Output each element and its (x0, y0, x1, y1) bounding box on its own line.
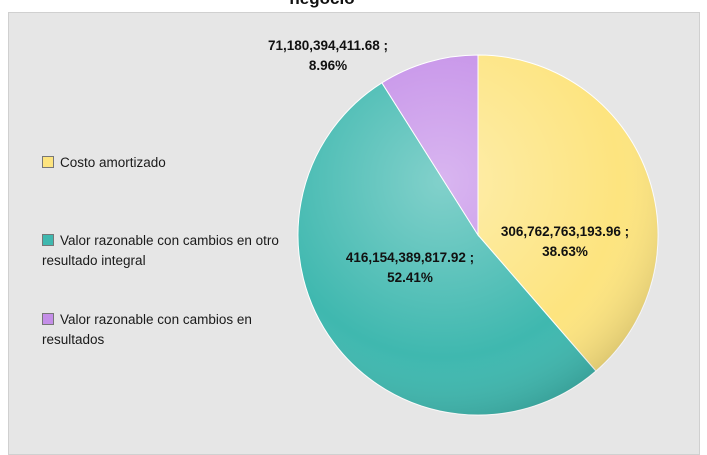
data-label: 38.63% (542, 244, 588, 259)
legend-label: Valor razonable con cambios en resultado… (42, 312, 252, 347)
data-label: 8.96% (309, 58, 347, 73)
data-label: 71,180,394,411.68 ; (268, 38, 388, 53)
legend-item: Valor razonable con cambios en resultado… (42, 310, 292, 350)
legend-swatch (42, 234, 54, 246)
legend-item: Valor razonable con cambios en otro resu… (42, 231, 292, 271)
legend-swatch (42, 313, 54, 325)
data-label: 416,154,389,817.92 ; (346, 250, 474, 265)
legend-label: Costo amortizado (60, 155, 166, 170)
legend-item: Costo amortizado (42, 153, 292, 173)
chart-title: negocio (289, 0, 354, 8)
data-label: 52.41% (387, 270, 433, 285)
legend-label: Valor razonable con cambios en otro resu… (42, 233, 279, 268)
data-label: 306,762,763,193.96 ; (501, 224, 629, 239)
legend-swatch (42, 156, 54, 168)
